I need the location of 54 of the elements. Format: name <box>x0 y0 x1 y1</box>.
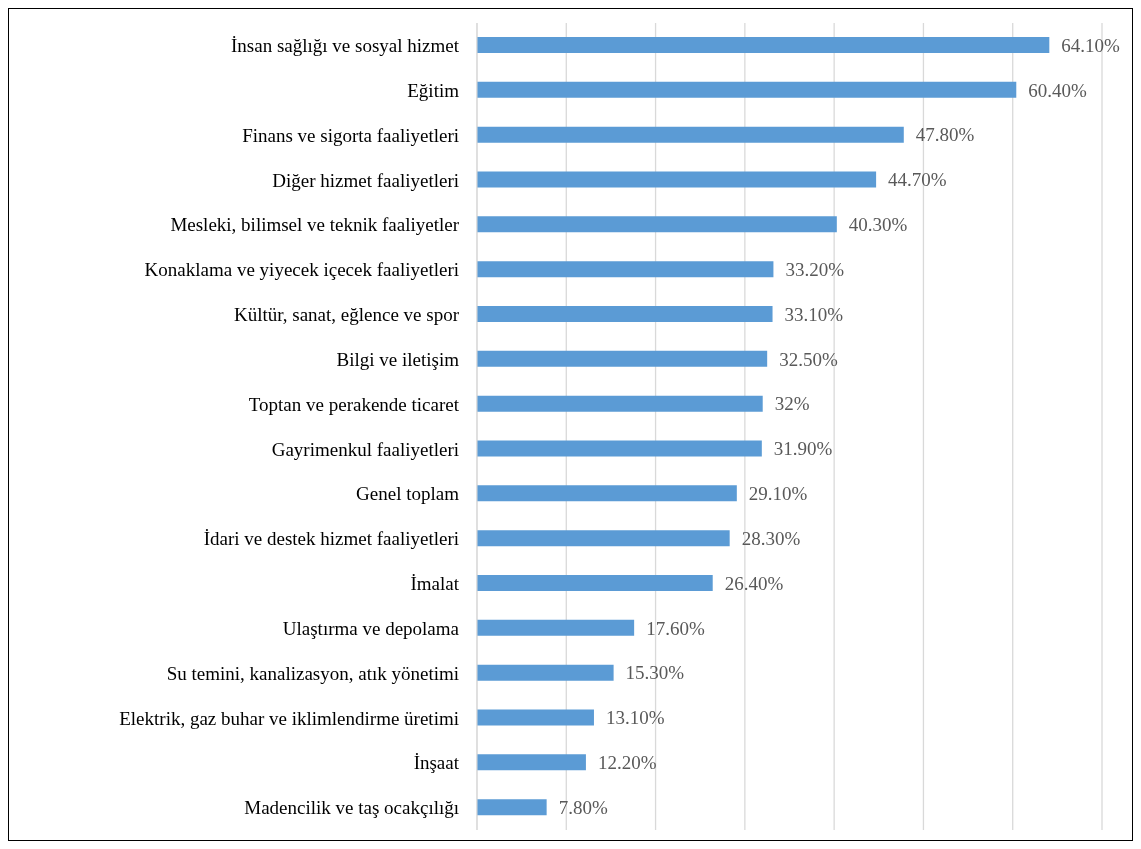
y-tick-label: Genel toplam <box>356 483 460 505</box>
data-label: 15.30% <box>625 662 685 684</box>
y-tick-label: Madencilik ve taş ocakçılığı <box>244 797 459 819</box>
y-tick-label: Su temini, kanalizasyon, atık yönetimi <box>166 662 459 684</box>
y-tick-label: İnşaat <box>413 752 460 774</box>
data-label: 40.30% <box>848 214 908 236</box>
bar <box>477 37 1050 53</box>
data-label: 33.10% <box>784 303 844 325</box>
data-label: 12.20% <box>597 752 657 774</box>
y-tick-label: Eğitim <box>407 80 460 101</box>
data-label: 17.60% <box>646 617 705 639</box>
bar <box>477 440 762 457</box>
data-label: 7.80% <box>558 796 608 818</box>
y-tick-label: Gayrimenkul faaliyetleri <box>271 438 459 460</box>
y-tick-label: Konaklama ve yiyecek içecek faaliyetleri <box>144 259 459 281</box>
data-label: 26.40% <box>724 572 784 594</box>
data-label: 64.10% <box>1061 34 1121 56</box>
bar <box>477 664 614 681</box>
data-label: 47.80% <box>915 124 975 146</box>
bar <box>477 754 586 771</box>
bar <box>477 306 773 322</box>
y-tick-label: İdari ve destek hizmet faaliyetleri <box>203 528 459 550</box>
data-label: 44.70% <box>888 169 947 191</box>
y-tick-label: Diğer hizmet faaliyetleri <box>272 169 459 191</box>
data-label: 32.50% <box>779 348 838 370</box>
data-label: 60.40% <box>1028 79 1088 101</box>
bar <box>477 261 774 278</box>
bar <box>477 530 730 547</box>
bar <box>477 350 768 367</box>
bar <box>477 216 837 233</box>
data-label: 33.20% <box>785 258 845 280</box>
bar <box>477 575 713 591</box>
data-label: 13.10% <box>605 707 665 729</box>
bar <box>477 81 1017 98</box>
data-label: 32% <box>774 393 810 415</box>
data-label: 28.30% <box>741 527 801 549</box>
y-tick-label: Bilgi ve iletişim <box>336 348 460 370</box>
bar <box>477 709 594 726</box>
bar <box>477 485 737 502</box>
y-tick-label: İmalat <box>410 573 460 595</box>
bar <box>477 126 904 143</box>
data-label: 29.10% <box>748 483 808 505</box>
data-label: 31.90% <box>773 438 833 460</box>
y-tick-label: Mesleki, bilimsel ve teknik faaliyetler <box>170 214 460 236</box>
y-tick-label: Toptan ve perakende ticaret <box>248 393 460 415</box>
y-tick-label: Elektrik, gaz buhar ve iklimlendirme üretimi <box>119 707 459 729</box>
y-tick-label: Kültür, sanat, eğlence ve spor <box>233 304 460 326</box>
y-tick-label: Ulaştırma ve depolama <box>282 617 460 639</box>
y-tick-label: İnsan sağlığı ve sosyal hizmet <box>231 35 460 57</box>
bar <box>477 395 763 412</box>
bar <box>477 799 547 816</box>
bar <box>477 619 635 636</box>
y-tick-label: Finans ve sigorta faaliyetleri <box>242 124 459 146</box>
bar <box>477 171 877 188</box>
